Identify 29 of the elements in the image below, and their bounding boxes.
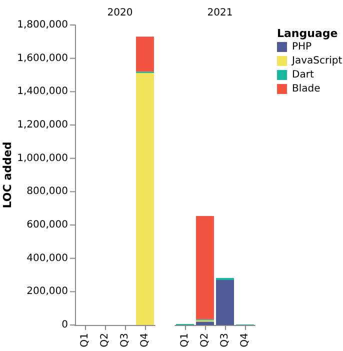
y-tick-label: 0 xyxy=(62,320,68,330)
y-tick-label: 1,200,000 xyxy=(17,120,68,130)
chart-title: 2020 xyxy=(107,8,133,18)
legend-label: Dart xyxy=(292,70,314,80)
y-tick-label: 1,600,000 xyxy=(17,52,68,64)
legend-title: Language xyxy=(277,27,338,40)
legend-label: JavaScript xyxy=(291,56,342,66)
y-axis-title: LOC added xyxy=(1,142,14,208)
legend-label: PHP xyxy=(292,42,312,52)
x-tick-label: Q2 xyxy=(100,333,110,348)
y-tick-label: 400,000 xyxy=(26,252,68,264)
y-tick-label: 800,000 xyxy=(26,186,68,198)
chart-title: 2021 xyxy=(207,8,233,18)
x-tick-label: Q3 xyxy=(120,333,130,348)
y-tick-label: 1,400,000 xyxy=(17,86,68,98)
y-tick-label: 1,000,000 xyxy=(17,152,68,164)
x-tick-label: Q4 xyxy=(240,333,250,348)
y-tick-label: 1,800,000 xyxy=(17,20,68,30)
bar xyxy=(196,216,214,320)
x-tick-label: Q4 xyxy=(140,333,150,348)
y-tick-label: 600,000 xyxy=(26,220,68,230)
x-tick-label: Q2 xyxy=(200,333,210,348)
y-tick-label: 200,000 xyxy=(26,286,68,298)
bar xyxy=(216,280,234,325)
bar xyxy=(196,322,214,325)
x-tick-label: Q1 xyxy=(80,333,90,348)
x-tick-label: Q3 xyxy=(220,333,230,348)
legend-label: Blade xyxy=(292,84,320,94)
x-tick-label: Q1 xyxy=(180,333,190,348)
